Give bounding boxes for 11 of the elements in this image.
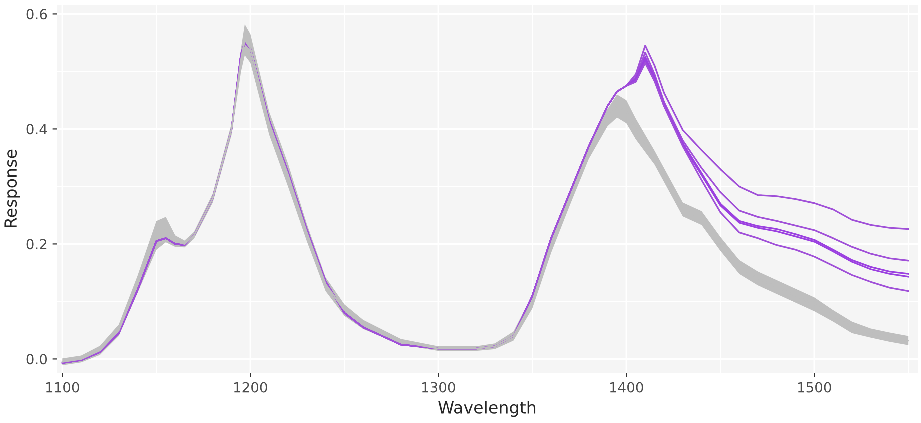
y-tick-label: 0.2: [26, 239, 47, 250]
x-tick-label: 1300: [422, 382, 456, 393]
y-tick-label: 0.6: [26, 9, 48, 20]
x-tick-label: 1400: [610, 382, 644, 393]
y-tick-label: 0.0: [26, 354, 48, 365]
x-axis-title: Wavelength: [438, 401, 536, 418]
x-tick-label: 1500: [798, 382, 832, 393]
y-tick-label: 0.4: [26, 124, 48, 135]
x-tick-label: 1200: [234, 382, 268, 393]
y-axis-title: Response: [4, 150, 20, 228]
x-tick-label: 1100: [46, 382, 80, 393]
